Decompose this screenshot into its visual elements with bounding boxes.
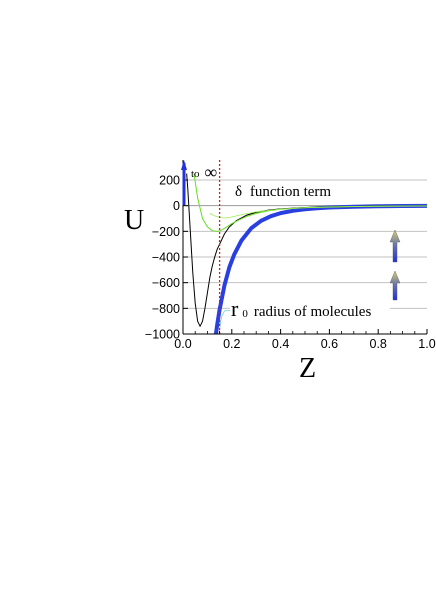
y-tick-label: 200 — [159, 174, 180, 188]
series-line-4 — [209, 205, 427, 219]
y-tick-label: −800 — [152, 302, 180, 316]
svg-text:r 0 radius of mole: r 0 radius of molecules — [231, 296, 371, 321]
r0-symbol: r — [231, 296, 239, 321]
delta-function-label: δ function term — [235, 184, 331, 200]
r0-text: radius of molecules — [254, 304, 372, 320]
series-line-3 — [193, 173, 427, 232]
y-axis-title: U — [124, 205, 144, 236]
delta-text: function term — [250, 184, 332, 200]
y-axis-ticks: 200 0 −200 −400 −600 −800 −1000 — [145, 174, 188, 342]
x-tick-label: 1.0 — [418, 337, 435, 351]
x-tick-label: 0.8 — [370, 337, 387, 351]
x-axis-title: Z — [299, 353, 316, 384]
infinity-symbol: ∞ — [204, 162, 217, 182]
y-tick-label: 0 — [173, 199, 180, 213]
x-tick-label: 0.2 — [223, 337, 240, 351]
y-tick-label: −600 — [152, 276, 180, 290]
to-infinity-label: to ∞ — [191, 162, 217, 182]
y-tick-label: −400 — [152, 251, 180, 265]
r0-label: r 0 radius of molecules — [230, 296, 390, 321]
x-tick-label: 0.4 — [272, 337, 289, 351]
x-tick-label: 0.0 — [174, 337, 191, 351]
arrow-icon-upper — [389, 229, 401, 263]
y-tick-label: −200 — [152, 225, 180, 239]
to-infinity-prefix: to — [191, 168, 200, 180]
y-tick-label: −1000 — [145, 328, 180, 342]
x-axis-ticks: 0.0 0.2 0.4 0.6 0.8 1.0 — [174, 329, 436, 351]
x-tick-label: 0.6 — [321, 337, 338, 351]
arrow-icon-lower — [389, 270, 401, 301]
r0-subscript: 0 — [242, 308, 248, 320]
delta-spike — [181, 160, 187, 205]
delta-symbol: δ — [235, 184, 242, 200]
